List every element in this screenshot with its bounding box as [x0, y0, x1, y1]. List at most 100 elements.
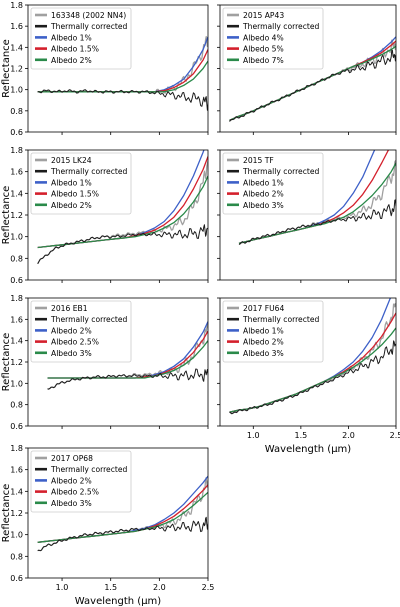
y-tick-label: 1.0 [10, 379, 23, 388]
panel-2017-fu64: 1.0 1.5 2.0 2.5 Wavelength (μm) 2017 FU64 Ther… [217, 297, 400, 455]
legend-box [30, 152, 132, 215]
thermally-corrected-line [238, 199, 396, 245]
legend-entry-original: 2017 OP68 [51, 454, 93, 463]
legend-entry-albedo-1: Albedo 1% [243, 178, 284, 187]
y-tick-label: 0.8 [10, 254, 23, 263]
y-tick-label: 1.4 [10, 487, 23, 496]
x-tick-label: 1.0 [247, 431, 260, 440]
legend-entry-albedo-3: Albedo 7% [243, 56, 284, 65]
series-group [47, 321, 208, 390]
legend-box [222, 300, 324, 363]
legend-entry-albedo-1: Albedo 1% [51, 178, 92, 187]
y-tick-label: 1.2 [10, 358, 23, 367]
legend-entry-corrected: Thermally corrected [50, 315, 128, 324]
series-group [229, 36, 396, 122]
legend-box [30, 7, 132, 70]
legend-entry-albedo-3: Albedo 3% [243, 201, 284, 210]
x-tick-label: 2.0 [153, 583, 166, 592]
x-tick-label: 1.5 [294, 431, 307, 440]
legend: 2016 EB1 Thermally corrected Albedo 2% Albe… [30, 300, 132, 363]
legend-entry-corrected: Thermally corrected [50, 465, 128, 474]
x-axis-label: Wavelength (μm) [75, 596, 162, 607]
y-tick-label: 0.8 [10, 401, 23, 410]
legend-entry-albedo-1: Albedo 4% [243, 33, 284, 42]
y-tick-label: 1.2 [10, 211, 23, 220]
panel-2015-tf: 2015 TF Thermally corrected Albedo 1% Albed… [217, 149, 397, 283]
y-tick-label: 0.8 [10, 552, 23, 561]
legend-box [222, 7, 324, 70]
legend-entry-albedo-1: Albedo 1% [243, 326, 284, 335]
legend-entry-albedo-2: Albedo 2% [243, 338, 284, 347]
legend-box [222, 152, 324, 215]
legend-entry-albedo-3: Albedo 3% [243, 349, 284, 358]
legend-entry-original: 2017 FU64 [243, 304, 284, 313]
albedo-model-line-3 [37, 175, 208, 249]
legend-entry-albedo-1: Albedo 2% [51, 326, 92, 335]
panel-2016-eb1: 0.6 0.8 1.0 1.2 1.4 1.6 1.8 Reflectance 2016 EB1… [1, 294, 209, 431]
series-group [238, 150, 396, 245]
legend-entry-original: 2015 TF [243, 156, 274, 165]
y-tick-label: 1.6 [10, 22, 23, 31]
thermally-corrected-line [229, 340, 396, 415]
legend-entry-albedo-2: Albedo 2.5% [51, 488, 99, 497]
panel-2015-lk24: 0.6 0.8 1.0 1.2 1.4 1.6 1.8 Reflectance 2015 LK2… [1, 146, 209, 285]
y-tick-label: 1.4 [10, 43, 23, 52]
legend-entry-albedo-1: Albedo 1% [51, 33, 92, 42]
legend-entry-corrected: Thermally corrected [242, 167, 320, 176]
legend-entry-albedo-3: Albedo 2% [51, 56, 92, 65]
y-tick-label: 1.8 [10, 444, 23, 453]
thermally-corrected-line [229, 49, 396, 122]
albedo-model-line-3 [37, 491, 208, 543]
legend-entry-albedo-2: Albedo 2.5% [51, 338, 99, 347]
y-tick-label: 0.6 [10, 128, 23, 137]
legend-entry-corrected: Thermally corrected [242, 22, 320, 31]
panel-163348-2002-nn4: 0.6 0.8 1.0 1.2 1.4 1.6 1.8 Reflectance 163348 (… [1, 1, 209, 137]
legend-entry-corrected: Thermally corrected [50, 167, 128, 176]
y-tick-label: 0.6 [10, 422, 23, 431]
legend: 2015 AP43 Thermally corrected Albedo 4% Alb… [222, 7, 324, 70]
series-group [37, 150, 208, 265]
legend-entry-corrected: Thermally corrected [242, 315, 320, 324]
series-group [37, 475, 208, 552]
legend-entry-original: 2015 AP43 [243, 11, 284, 20]
y-tick-label: 1.6 [10, 315, 23, 324]
panel-2015-ap43: 2015 AP43 Thermally corrected Albedo 4% Alb… [217, 4, 397, 135]
y-axis-label: Reflectance [1, 484, 12, 543]
legend-box [30, 450, 132, 513]
x-tick-label: 1.5 [104, 583, 117, 592]
x-axis-label: Wavelength (μm) [265, 444, 352, 455]
legend-box [30, 300, 132, 363]
y-tick-label: 1.8 [10, 294, 23, 303]
legend: 163348 (2002 NN4) Thermally corrected Albe… [30, 7, 132, 70]
legend-entry-albedo-2: Albedo 5% [243, 45, 284, 54]
legend-entry-albedo-3: Albedo 3% [51, 349, 92, 358]
legend-entry-albedo-2: Albedo 1.5% [51, 45, 99, 54]
y-tick-label: 1.0 [10, 531, 23, 540]
legend: 2015 LK24 Thermally corrected Albedo 1% Alb… [30, 152, 132, 215]
y-tick-label: 1.0 [10, 86, 23, 95]
legend-entry-original: 2016 EB1 [51, 304, 88, 313]
thermally-corrected-line [37, 89, 208, 111]
legend-entry-albedo-2: Albedo 2% [243, 190, 284, 199]
y-tick-label: 1.6 [10, 466, 23, 475]
y-tick-label: 1.2 [10, 65, 23, 74]
y-tick-label: 1.4 [10, 189, 23, 198]
albedo-model-line-3 [47, 340, 208, 379]
thermally-corrected-line [47, 368, 208, 390]
thermally-corrected-line [37, 516, 208, 552]
legend-entry-albedo-3: Albedo 3% [51, 499, 92, 508]
y-tick-label: 1.4 [10, 337, 23, 346]
legend-entry-albedo-3: Albedo 2% [51, 201, 92, 210]
x-tick-label: 2.5 [390, 431, 400, 440]
legend-entry-original: 2015 LK24 [51, 156, 92, 165]
y-tick-label: 1.8 [10, 146, 23, 155]
x-tick-label: 2.5 [202, 583, 215, 592]
legend-entry-albedo-2: Albedo 1.5% [51, 190, 99, 199]
legend-entry-albedo-1: Albedo 2% [51, 476, 92, 485]
y-tick-label: 1.0 [10, 233, 23, 242]
y-axis-label: Reflectance [1, 39, 12, 98]
x-tick-label: 2.0 [342, 431, 355, 440]
y-tick-label: 0.6 [10, 276, 23, 285]
legend: 2017 OP68 Thermally corrected Albedo 2% Alb… [30, 450, 132, 513]
